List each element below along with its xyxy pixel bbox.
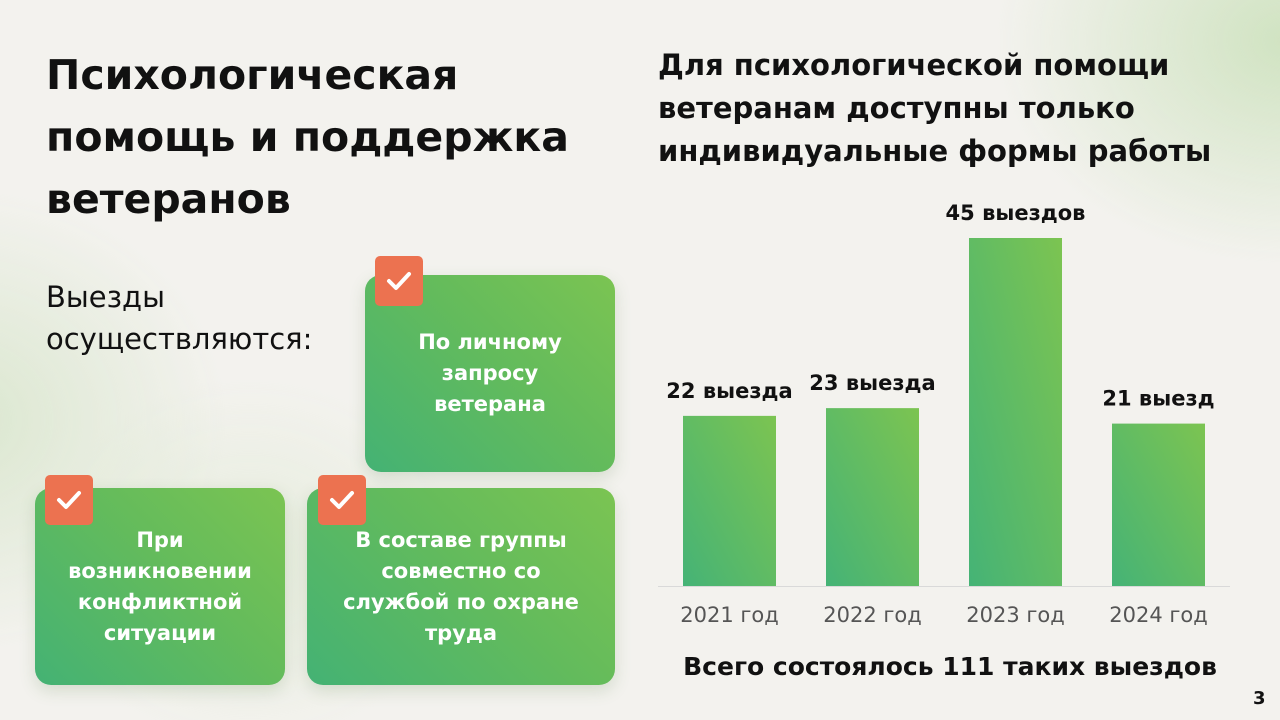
check-icon: [45, 475, 93, 525]
visits-subtitle: Выезды осуществляются:: [46, 280, 313, 356]
card-group-with-safety-service: В составе группы совместно со службой по…: [307, 488, 615, 685]
card-personal-request-text: По личному запросу ветерана: [418, 330, 562, 416]
page-number: 3: [1253, 688, 1266, 709]
x-tick-label-2: 2022 год: [823, 603, 922, 627]
card-conflict-situation-text: При возникновении конфликтной ситуации: [68, 527, 252, 645]
total-visits-text: Всего состоялось 111 таких выездов: [683, 652, 1217, 681]
chart-title: Для психологической помощи ветеранам дос…: [658, 48, 1212, 168]
bar-1: [683, 415, 776, 586]
data-label-1: 22 выезда: [666, 379, 792, 403]
bar-3: [969, 238, 1062, 586]
check-icon: [375, 256, 423, 306]
data-label-4: 21 выезд: [1102, 387, 1214, 411]
x-tick-label-1: 2021 год: [680, 603, 779, 627]
check-icon: [318, 475, 366, 525]
data-label-2: 23 выезда: [809, 371, 935, 395]
x-tick-label-4: 2024 год: [1109, 603, 1208, 627]
x-tick-label-3: 2023 год: [966, 603, 1065, 627]
card-group-with-safety-service-text: В составе группы совместно со службой по…: [343, 527, 579, 645]
bar-2: [826, 408, 919, 586]
bar-4: [1112, 423, 1205, 586]
card-personal-request: По личному запросу ветерана: [365, 275, 615, 472]
data-label-3: 45 выездов: [946, 201, 1086, 225]
slide-title: Психологическая помощь и поддержка ветер…: [46, 51, 569, 223]
